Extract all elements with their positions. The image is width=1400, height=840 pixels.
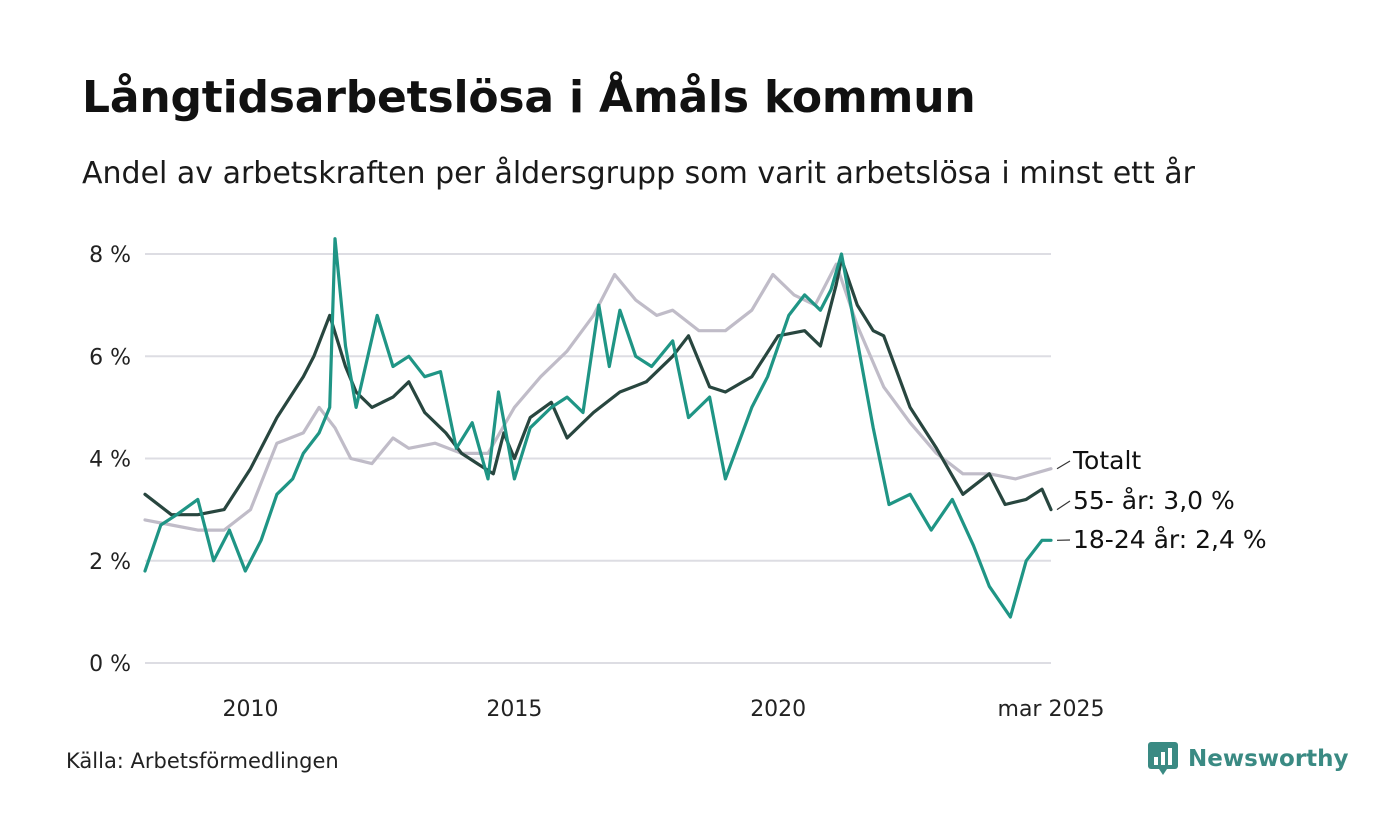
series-line-1 (143, 257, 1053, 517)
series-line-0 (143, 262, 1053, 532)
x-tick-label: 2020 (750, 697, 806, 722)
series-line-2 (143, 237, 1053, 619)
x-tick-label: 2015 (486, 697, 542, 722)
end-label-connector-1 (1056, 500, 1071, 511)
y-tick-label: 4 % (89, 448, 131, 473)
x-tick-label: 2010 (223, 697, 279, 722)
series-lines (143, 237, 1053, 619)
series-end-label: 18-24 år: 2,4 % (1073, 525, 1267, 554)
y-tick-label: 0 % (89, 652, 131, 677)
brand: Newsworthy (1148, 742, 1349, 776)
series-end-label: 55- år: 3,0 % (1073, 486, 1235, 515)
x-tick-label: mar 2025 (998, 697, 1105, 722)
chart-subtitle: Andel av arbetskraften per åldersgrupp s… (82, 156, 1195, 191)
y-tick-label: 2 % (89, 550, 131, 575)
chart-title: Långtidsarbetslösa i Åmåls kommun (82, 72, 976, 123)
y-tick-label: 8 % (89, 243, 131, 268)
series-end-labels: Totalt 55- år: 3,0 % 18-24 år: 2,4 % (1056, 446, 1267, 554)
series-end-label: Totalt (1072, 446, 1141, 475)
brand-name: Newsworthy (1188, 746, 1349, 772)
y-axis-ticks: 0 % 2 % 4 % 6 % 8 % (89, 243, 131, 677)
newsworthy-logo-icon (1148, 742, 1178, 775)
x-axis-ticks: 2010 2015 2020 mar 2025 (223, 697, 1105, 722)
gridlines (145, 253, 1051, 664)
end-label-connector-0 (1056, 460, 1071, 470)
y-tick-label: 6 % (89, 345, 131, 370)
source-note: Källa: Arbetsförmedlingen (66, 749, 339, 773)
